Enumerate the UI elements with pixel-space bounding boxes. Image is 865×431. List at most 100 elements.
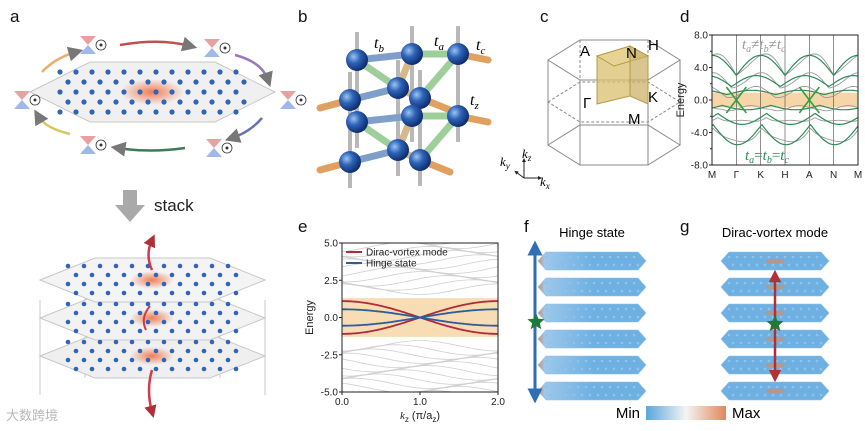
- lattice-site: [193, 79, 199, 85]
- lattice-site: [137, 272, 143, 278]
- source-star-icon: [766, 315, 784, 332]
- slab-layer: [537, 355, 647, 375]
- lattice-site: [233, 272, 239, 278]
- y-tick-label: 2.5: [324, 276, 338, 287]
- lattice-site: [201, 109, 207, 115]
- y-axis-label: Energy: [304, 300, 316, 335]
- source-star-icon: [527, 313, 545, 330]
- lattice-site: [105, 109, 111, 115]
- slab-layer: [537, 251, 647, 271]
- lattice-site: [153, 69, 159, 75]
- lattice-site: [137, 348, 143, 354]
- dirac-cone-icon: [280, 91, 307, 109]
- x-tick-label: A: [806, 170, 813, 181]
- lattice-site: [65, 99, 71, 105]
- lattice-site: [217, 69, 223, 75]
- lattice-site: [161, 79, 167, 85]
- legend-entry: Dirac-vortex mode: [366, 248, 448, 259]
- lattice-site: [89, 348, 95, 354]
- y-tick-label: 8.0: [694, 31, 708, 42]
- lattice-site: [57, 69, 63, 75]
- lattice-site: [145, 79, 151, 85]
- lattice-site: [217, 366, 223, 372]
- lattice-site: [217, 89, 223, 95]
- lattice-sphere: [346, 111, 368, 133]
- lattice-site: [145, 319, 151, 325]
- y-tick-label: -8.0: [691, 161, 709, 172]
- lattice-site: [97, 99, 103, 105]
- lattice-site: [89, 366, 95, 372]
- lattice-site: [201, 366, 207, 372]
- lattice-sphere: [401, 105, 423, 127]
- circulation-arrow: [234, 53, 273, 88]
- lattice-site: [177, 319, 183, 325]
- x-tick-label: H: [781, 170, 788, 181]
- lattice-site: [209, 281, 215, 287]
- lattice-site: [89, 69, 95, 75]
- colorbar-max-label: Max: [732, 405, 761, 422]
- lattice-site: [73, 366, 79, 372]
- lattice-site: [153, 348, 159, 354]
- lattice-site: [169, 89, 175, 95]
- lattice-site: [129, 281, 135, 287]
- lattice-site: [65, 339, 71, 345]
- band-line: [711, 123, 859, 146]
- lattice-sphere: [401, 43, 423, 65]
- lattice-site: [201, 272, 207, 278]
- lattice-sphere: [339, 89, 361, 111]
- hop-tz-label: tz: [470, 92, 479, 112]
- lattice-site: [153, 366, 159, 372]
- lattice-site: [81, 99, 87, 105]
- lattice-site: [161, 339, 167, 345]
- lattice-site: [169, 366, 175, 372]
- band-line: [711, 75, 859, 88]
- slab-layer: [537, 277, 647, 297]
- lattice-site: [169, 290, 175, 296]
- dirac-cone-icon: [206, 139, 233, 157]
- lattice-sphere: [447, 43, 469, 65]
- bulk-band: [342, 283, 498, 295]
- lattice-site: [201, 348, 207, 354]
- hop-tb-label: tb: [374, 35, 384, 55]
- x-tick-label: N: [830, 170, 837, 181]
- lattice-site: [225, 319, 231, 325]
- lattice-sphere: [447, 105, 469, 127]
- lattice-site: [113, 301, 119, 307]
- colorbar: Min Max: [616, 405, 761, 422]
- lattice-site: [217, 290, 223, 296]
- lattice-site: [233, 290, 239, 296]
- bulk-band: [341, 344, 499, 356]
- lattice-site: [121, 366, 127, 372]
- lattice-site: [153, 89, 159, 95]
- lattice-site: [145, 301, 151, 307]
- lattice-site: [121, 109, 127, 115]
- lattice-site: [233, 69, 239, 75]
- hinge-state-field: [537, 251, 647, 401]
- dirac-cone-icon: [80, 136, 107, 154]
- lattice-site: [233, 89, 239, 95]
- lattice-site: [129, 339, 135, 345]
- panel-b: b tb ta tc tz: [298, 7, 492, 188]
- circulation-arrow: [119, 36, 198, 52]
- legend-entry: Hinge state: [366, 259, 417, 270]
- lattice-site: [65, 263, 71, 269]
- lattice-site: [233, 109, 239, 115]
- lattice-site: [105, 310, 111, 316]
- bulk-band: [341, 361, 499, 373]
- lattice-site: [113, 263, 119, 269]
- watermark: 大数跨境: [6, 409, 58, 424]
- axis-kx: kx: [540, 174, 550, 191]
- lattice-site: [185, 348, 191, 354]
- stack-label: stack: [154, 196, 194, 215]
- lattice-site: [137, 69, 143, 75]
- lattice-sphere: [387, 77, 409, 99]
- lattice-site: [137, 89, 143, 95]
- lattice-site: [73, 89, 79, 95]
- lattice-site: [65, 281, 71, 287]
- lattice-site: [81, 301, 87, 307]
- lattice-site: [129, 357, 135, 363]
- lattice-site: [161, 319, 167, 325]
- bz-point-M: M: [628, 111, 641, 128]
- series-line: [342, 308, 498, 327]
